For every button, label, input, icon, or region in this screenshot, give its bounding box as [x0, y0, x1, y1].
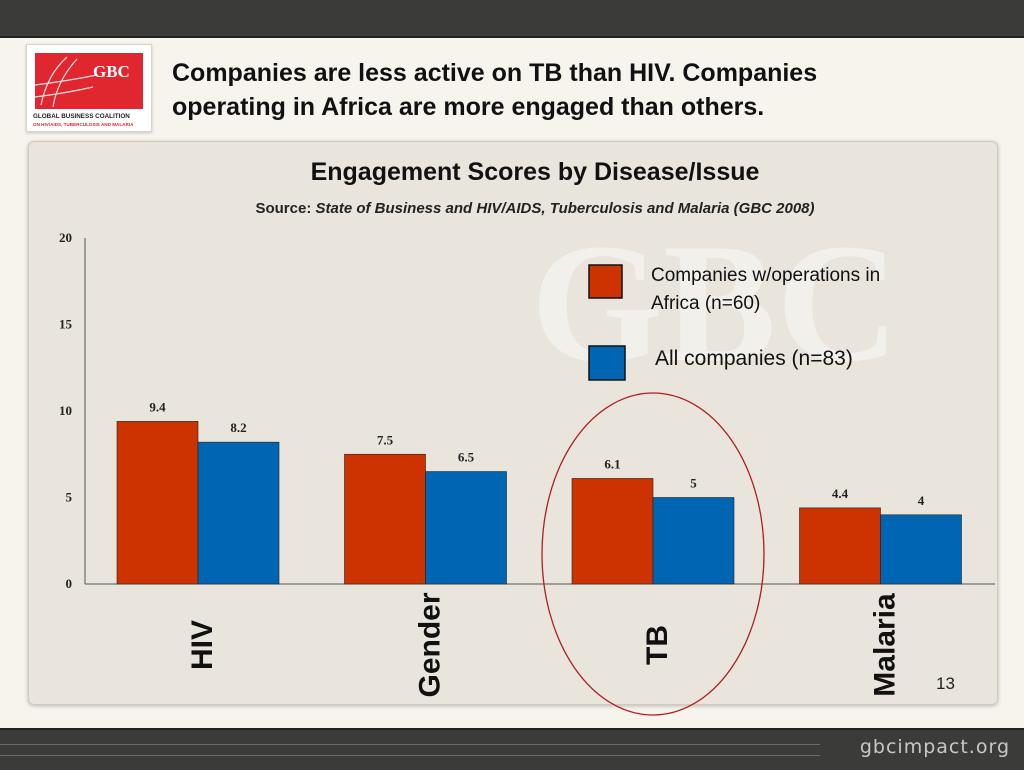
logo-line1-text: GLOBAL BUSINESS COALITION: [33, 113, 130, 120]
bar-all: [880, 514, 962, 585]
category-label: Gender: [414, 592, 447, 697]
bar-all: [197, 441, 280, 585]
chart-title: Engagement Scores by Disease/Issue: [310, 158, 760, 186]
logo-short-text: GBC: [93, 62, 130, 81]
bar-africa: [116, 421, 199, 585]
data-label: 8.2: [230, 420, 246, 435]
category-label: Malaria: [869, 593, 902, 697]
chart-subtitle-source: State of Business and HIV/AIDS, Tubercul…: [315, 200, 815, 217]
slide-headline: Companies are less active on TB than HIV…: [172, 56, 1002, 124]
headline-line2: operating in Africa are more engaged tha…: [172, 93, 765, 121]
chart-subtitle: Source: State of Business and HIV/AIDS, …: [0, 200, 1024, 217]
data-label: 6.5: [458, 450, 475, 465]
data-label: 5: [690, 476, 697, 491]
bar-all: [425, 471, 507, 585]
y-tick-label: 5: [66, 490, 73, 505]
legend-label-africa-line2: Africa (n=60): [651, 293, 760, 314]
chart-subtitle-prefix: Source:: [255, 200, 312, 217]
gbc-logo-graphic: GBC GLOBAL BUSINESS COALITION ON HIV/AID…: [33, 53, 143, 127]
highlight-circle: [541, 392, 765, 716]
logo-line2-text: ON HIV/AIDS, TUBERCULOSIS AND MALARIA: [33, 122, 134, 127]
y-tick-label: 20: [59, 230, 72, 245]
bar-all: [652, 497, 735, 585]
footer-rule: [0, 744, 820, 756]
gbc-logo: GBC GLOBAL BUSINESS COALITION ON HIV/AID…: [26, 44, 152, 132]
category-label: HIV: [186, 620, 219, 670]
legend-label-all: All companies (n=83): [655, 347, 853, 370]
bars-group: [116, 421, 962, 585]
bar-africa: [571, 478, 654, 585]
bar-africa: [799, 507, 881, 585]
legend-swatch-all: [588, 345, 626, 381]
data-label: 7.5: [377, 432, 394, 447]
page-number: 13: [936, 674, 955, 693]
legend-group: Companies w/operations in Africa (n=60) Al…: [588, 264, 880, 381]
data-label: 4: [918, 493, 925, 508]
footer-site-url: gbcimpact.org: [859, 736, 1010, 758]
y-tick-label: 10: [59, 403, 72, 418]
headline-line1: Companies are less active on TB than HIV…: [172, 59, 818, 87]
logo-red-block: [35, 53, 143, 109]
y-tick-label: 15: [59, 317, 73, 332]
data-label: 4.4: [832, 486, 849, 501]
legend-label-africa-line1: Companies w/operations in: [651, 265, 880, 286]
legend-swatch-africa: [588, 264, 623, 299]
bottom-bar: [0, 728, 1024, 770]
labels-group: 9.4 8.2 HIV 7.5 6.5 Gender 6.1 5 TB 4.4 4 Malaria: [149, 392, 925, 716]
category-label: TB: [641, 625, 674, 665]
y-tick-label: 0: [66, 576, 73, 591]
data-label: 9.4: [149, 399, 166, 414]
bar-africa: [344, 453, 426, 585]
top-bar: [0, 0, 1024, 38]
data-label: 6.1: [604, 456, 620, 471]
